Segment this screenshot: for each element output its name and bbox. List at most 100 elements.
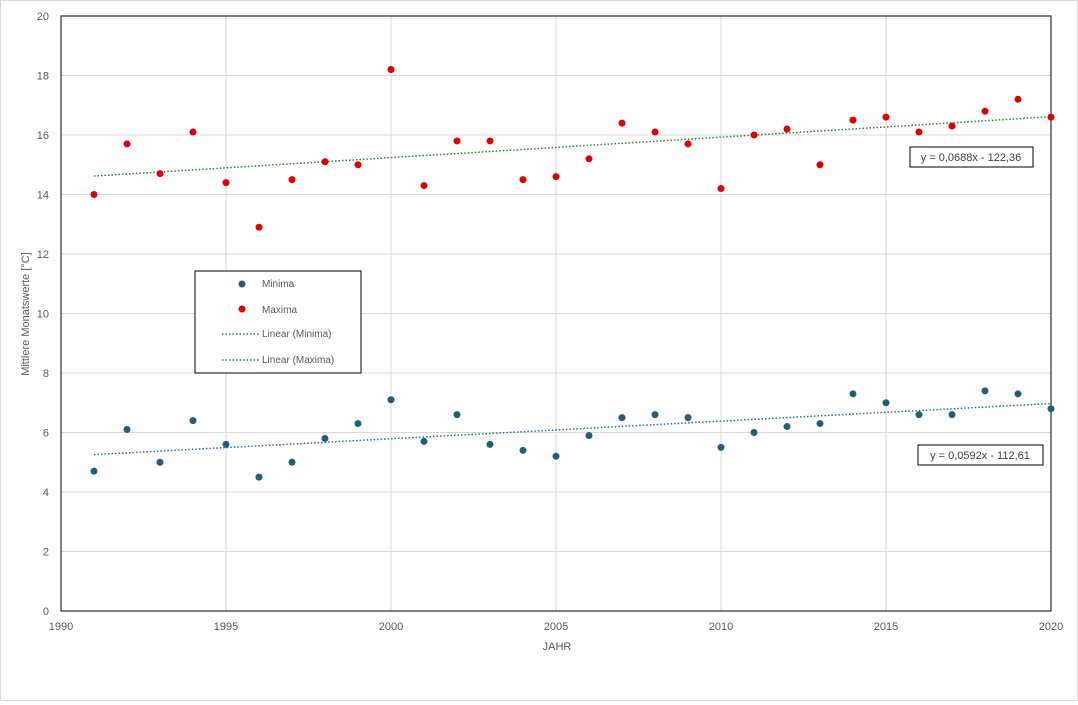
trendline-equation-minima: y = 0,0592x - 112,61 [917,444,1044,466]
point-maxima [981,107,989,115]
point-minima [222,440,230,448]
point-maxima [783,125,791,133]
point-maxima [420,182,428,190]
point-minima [618,414,626,422]
legend-marker-minima [238,280,246,288]
point-maxima [288,176,296,184]
x-tick-label: 2020 [1039,621,1063,633]
x-tick-label: 2000 [379,621,403,633]
point-minima [486,440,494,448]
y-tick-label: 2 [43,547,49,559]
point-maxima [255,223,263,231]
point-minima [1014,390,1022,398]
legend-label-linear-minima: Linear (Minima) [262,329,331,340]
y-tick-label: 12 [37,249,49,261]
point-minima [783,423,791,431]
x-tick-label: 1995 [214,621,238,633]
point-maxima [123,140,131,148]
y-tick-label: 18 [37,71,49,83]
point-minima [123,426,131,434]
trendlines [93,115,1052,456]
axes: 0 2 4 6 8 10 12 14 16 18 20 1990 1995 2000 2005 2010 201… [37,11,1063,633]
point-maxima [486,137,494,145]
legend-box [194,270,362,374]
point-maxima [1047,113,1055,121]
point-maxima [618,119,626,127]
x-tick-label: 2010 [709,621,733,633]
point-maxima [222,179,230,187]
plot-area-border [60,15,1052,612]
point-minima [1047,405,1055,413]
x-tick-label: 1990 [49,621,73,633]
point-minima [882,399,890,407]
point-minima [585,431,593,439]
point-maxima [849,116,857,124]
legend: Minima Maxima Linear (Minima) Linear (Ma… [194,270,362,374]
point-minima [915,411,923,419]
point-maxima [453,137,461,145]
point-maxima [684,140,692,148]
point-maxima [354,161,362,169]
point-minima [552,452,560,460]
point-maxima [717,185,725,193]
legend-label-linear-maxima: Linear (Maxima) [262,355,334,366]
point-minima [453,411,461,419]
y-tick-label: 14 [37,190,49,202]
point-minima [816,420,824,428]
point-minima [849,390,857,398]
equation-minima-text: y = 0,0592x - 112,61 [930,450,1030,462]
trendline-equation-maxima: y = 0,0688x - 122,36 [909,146,1034,168]
y-tick-label: 20 [37,11,49,23]
point-minima [90,467,98,475]
trendline-minima [93,402,1052,456]
point-minima [948,411,956,419]
legend-label-minima: Minima [262,279,295,290]
point-minima [288,458,296,466]
point-maxima [585,155,593,163]
point-maxima [915,128,923,136]
point-maxima [189,128,197,136]
x-axis-title: JAHR [543,641,572,653]
point-maxima [651,128,659,136]
point-maxima [552,173,560,181]
point-minima [651,411,659,419]
point-minima [189,417,197,425]
point-maxima [750,131,758,139]
point-minima [519,446,527,454]
point-minima [750,429,758,436]
point-maxima [948,122,956,130]
x-tick-label: 2005 [544,621,568,633]
y-tick-label: 0 [43,606,49,618]
legend-label-maxima: Maxima [262,305,297,316]
data-points [90,66,1055,481]
y-axis-title: Mittlere Monatswerte [°C] [20,252,32,376]
point-minima [387,396,395,404]
y-tick-label: 16 [37,130,49,142]
point-maxima [519,176,527,184]
point-minima [156,458,164,466]
point-minima [255,473,263,481]
point-maxima [816,161,824,169]
y-tick-label: 8 [43,368,49,380]
point-minima [684,414,692,422]
point-minima [420,437,428,445]
point-maxima [387,66,395,74]
point-minima [354,420,362,428]
point-maxima [882,113,890,121]
point-minima [717,443,725,451]
point-maxima [1014,95,1022,103]
y-tick-label: 4 [43,487,49,499]
point-maxima [90,191,98,198]
trendline-maxima [93,115,1052,177]
x-tick-label: 2015 [874,621,898,633]
y-tick-label: 10 [37,309,49,321]
y-tick-label: 6 [43,428,49,440]
equation-maxima-text: y = 0,0688x - 122,36 [921,152,1022,164]
legend-marker-maxima [238,305,246,313]
point-minima [321,434,329,442]
point-maxima [156,170,164,178]
point-maxima [321,158,329,166]
point-minima [981,387,989,395]
